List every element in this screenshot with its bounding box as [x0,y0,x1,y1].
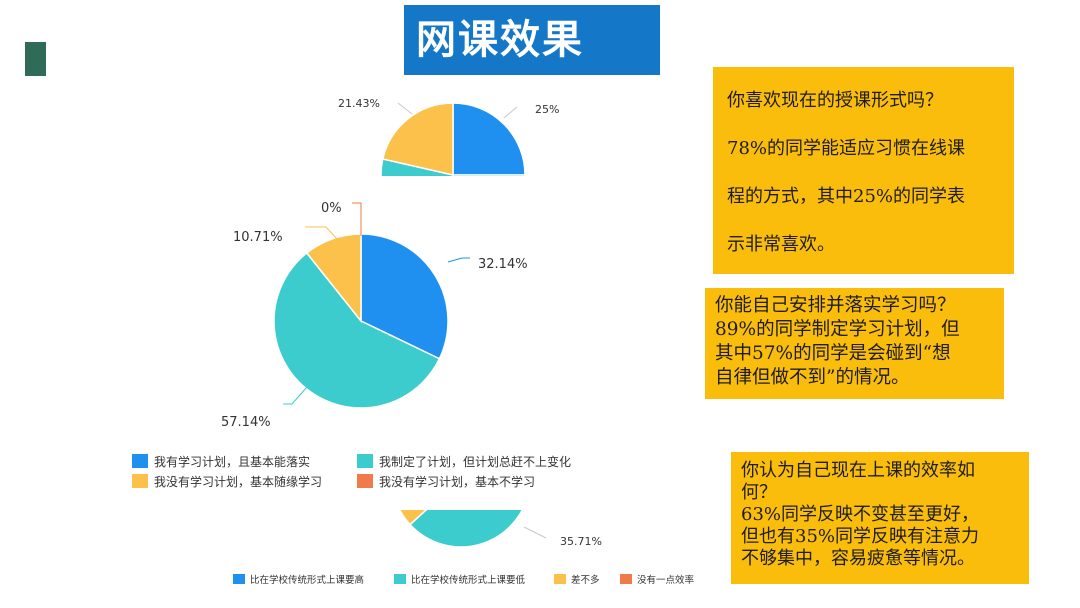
pie1-label-25: 25% [535,103,559,116]
callout1-line-2: 78%的同学能适应习惯在线课 [727,138,966,159]
pie1-slice-3 [381,102,454,176]
callout1-line-1: 你喜欢现在的授课形式吗？ [727,90,943,111]
pie2-leader-57 [283,386,308,405]
pie3-slice-3 [399,510,428,526]
legend3-label-3: 差不多 [571,574,600,586]
callout2-line-1: 你能自己安排并落实学习吗？ [715,295,956,316]
callout3-line-5: 不够集中，容易疲惫等情况。 [741,548,975,569]
pie2-label-10: 10.71% [233,230,283,245]
pie2-label-0: 0% [321,201,342,216]
callout1-line-4: 示非常喜欢。 [727,234,835,255]
legend2-swatch-3 [132,474,148,488]
legend3-swatch-3 [554,574,566,584]
legend2-label-3: 我没有学习计划，基本随缘学习 [154,474,322,489]
legend2-label-4: 我没有学习计划，基本不学习 [379,474,535,489]
legend2-swatch-2 [357,454,373,468]
legend3-swatch-2 [394,574,406,584]
callout-study-plan: 你能自己安排并落实学习吗？ 89%的同学制定学习计划，但 其中57%的同学是会碰… [705,288,1004,399]
callout-efficiency: 你认为自己现在上课的效率如 何？ 63%同学反映不变甚至更好， 但也有35%同学… [731,452,1029,584]
pie1-slice-1 [452,102,526,176]
pie1-leader-25 [503,106,518,119]
callout3-line-1: 你认为自己现在上课的效率如 [741,460,975,481]
legend3-label-2: 比在学校传统形式上课要低 [411,574,526,586]
legend3-swatch-1 [233,574,245,584]
accent-bar [25,42,46,76]
pie1-leader-21 [397,102,413,115]
callout-class-format: 你喜欢现在的授课形式吗？ 78%的同学能适应习惯在线课 程的方式，其中25%的同… [713,67,1014,274]
callout2-line-3: 其中57%的同学是会碰到“想 [715,343,951,364]
pie-chart-2 [273,233,449,409]
pie1-label-21: 21.43% [338,97,380,110]
legend2-label-2: 我制定了计划，但计划总赶不上变化 [379,454,571,469]
pie2-slice-2 [273,251,441,409]
pie2-label-57: 57.14% [221,415,271,430]
pie3-leader-35 [523,526,547,539]
pie-chart-3 [399,510,523,548]
pie2-slice-1 [360,233,449,360]
pie2-leader-10 [305,226,338,240]
callout1-line-3: 程的方式，其中25%的同学表 [727,186,966,207]
pie2-leader-0 [352,202,362,236]
legend3-swatch-4 [620,574,632,584]
pie3-label-35: 35.71% [560,535,602,548]
pie-chart-1 [380,102,526,176]
legend2-swatch-1 [132,454,148,468]
pie1-slice-2 [380,158,526,176]
pie2-leader-32 [447,257,470,263]
pie2-label-32: 32.14% [478,257,528,272]
callout2-line-2: 89%的同学制定学习计划，但 [715,319,960,340]
legend2-label-1: 我有学习计划，且基本能落实 [154,454,310,469]
legend3-label-1: 比在学校传统形式上课要高 [250,574,364,586]
callout3-line-2: 何？ [741,482,777,503]
legend2-swatch-4 [357,474,373,488]
callout2-line-4: 自律但做不到”的情况。 [715,367,910,388]
callout3-line-4: 但也有35%同学反映有注意力 [741,526,980,547]
page-title: 网课效果 [404,5,660,75]
pie3-slice-2 [409,510,523,548]
callout3-line-3: 63%同学反映不变甚至更好， [741,504,980,525]
legend3-label-4: 没有一点效率 [637,574,695,586]
